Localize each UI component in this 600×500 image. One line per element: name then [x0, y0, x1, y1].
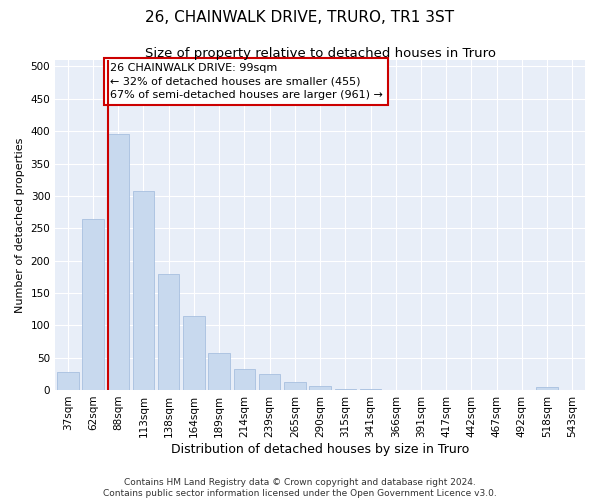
- Bar: [183, 316, 205, 390]
- Text: Contains HM Land Registry data © Crown copyright and database right 2024.
Contai: Contains HM Land Registry data © Crown c…: [103, 478, 497, 498]
- Bar: [335, 388, 356, 390]
- Bar: [536, 388, 558, 390]
- Bar: [259, 374, 280, 390]
- X-axis label: Distribution of detached houses by size in Truro: Distribution of detached houses by size …: [171, 442, 469, 456]
- Bar: [57, 372, 79, 390]
- Text: 26, CHAINWALK DRIVE, TRURO, TR1 3ST: 26, CHAINWALK DRIVE, TRURO, TR1 3ST: [145, 10, 455, 25]
- Bar: [233, 370, 255, 390]
- Bar: [158, 274, 179, 390]
- Bar: [310, 386, 331, 390]
- Text: 26 CHAINWALK DRIVE: 99sqm
← 32% of detached houses are smaller (455)
67% of semi: 26 CHAINWALK DRIVE: 99sqm ← 32% of detac…: [110, 63, 383, 100]
- Bar: [208, 353, 230, 390]
- Bar: [107, 134, 129, 390]
- Bar: [284, 382, 305, 390]
- Bar: [133, 190, 154, 390]
- Y-axis label: Number of detached properties: Number of detached properties: [15, 138, 25, 312]
- Title: Size of property relative to detached houses in Truro: Size of property relative to detached ho…: [145, 47, 496, 60]
- Bar: [82, 218, 104, 390]
